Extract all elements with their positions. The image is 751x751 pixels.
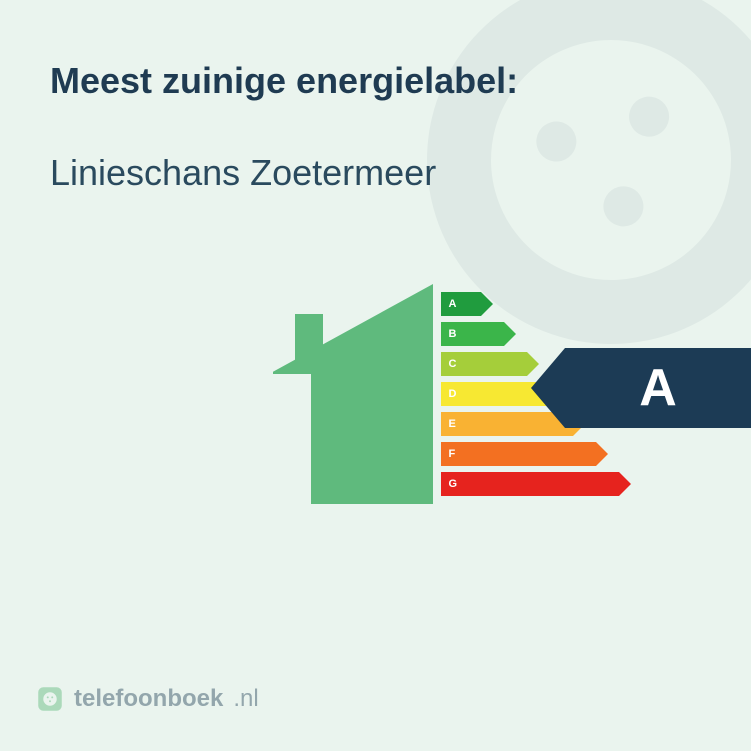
rating-badge-arrow	[531, 348, 565, 428]
energy-bar-label: G	[449, 478, 458, 490]
house-icon	[273, 284, 433, 504]
energy-bar-label: A	[449, 298, 457, 310]
page-title: Meest zuinige energielabel:	[50, 60, 701, 102]
energy-bar-b: B	[441, 322, 619, 346]
rating-badge: A	[531, 348, 751, 428]
rating-badge-letter: A	[565, 348, 751, 428]
energy-bar-g: G	[441, 472, 619, 496]
energy-bar-label: E	[449, 418, 456, 430]
footer-brand-text: telefoonboek	[74, 685, 223, 713]
energy-bar-label: D	[449, 388, 457, 400]
energy-bar-label: F	[449, 448, 456, 460]
energy-bar-f: F	[441, 442, 619, 466]
location-subtitle: Linieschans Zoetermeer	[50, 152, 701, 194]
energy-bar-a: A	[441, 292, 619, 316]
footer-ext-text: .nl	[233, 685, 258, 713]
energy-bar-label: C	[449, 358, 457, 370]
footer-brand: telefoonboek .nl	[36, 685, 259, 713]
footer-logo-icon	[36, 685, 64, 713]
energy-bar-label: B	[449, 328, 457, 340]
